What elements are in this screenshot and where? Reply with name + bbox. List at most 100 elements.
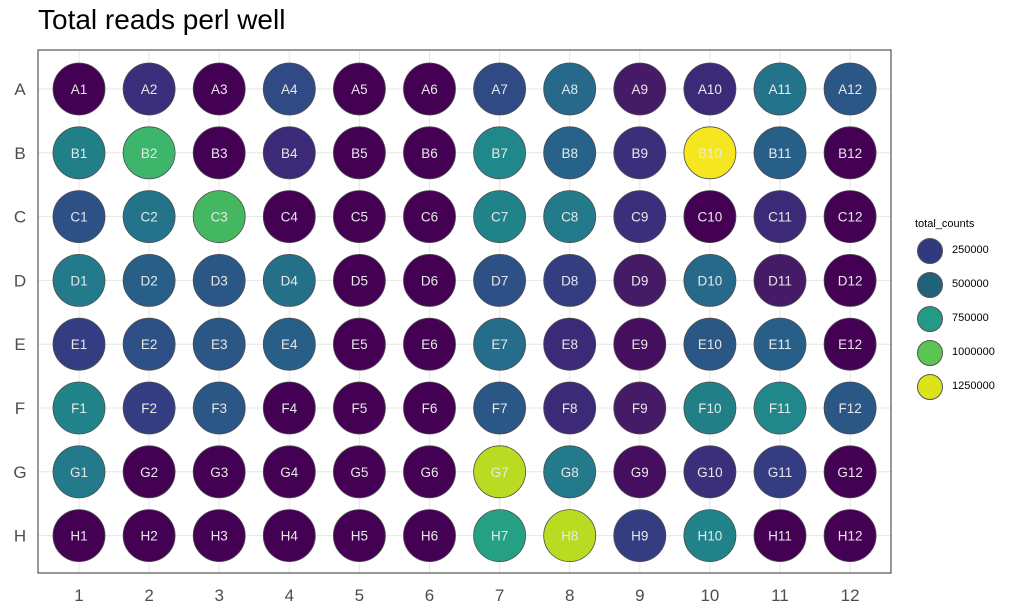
well-label: D10 [698, 273, 723, 288]
well-a2 [122, 62, 176, 116]
x-tick-label: 6 [425, 586, 434, 605]
well-label: H5 [351, 529, 368, 544]
well-h9 [613, 509, 667, 562]
well-label: F11 [769, 401, 791, 416]
well-label: G2 [140, 465, 158, 480]
x-tick-label: 9 [635, 586, 644, 605]
well-label: G1 [70, 465, 88, 480]
well-label: H8 [561, 529, 578, 544]
well-e4 [262, 317, 316, 371]
x-tick-label: 11 [771, 586, 789, 605]
well-label: F3 [211, 401, 227, 416]
well-f3 [192, 381, 246, 435]
well-b1 [52, 126, 106, 180]
well-c12 [823, 190, 877, 244]
y-tick-label: H [14, 527, 26, 546]
well-g7 [473, 445, 527, 499]
well-label: A1 [71, 82, 88, 97]
well-label: H4 [281, 529, 299, 544]
x-tick-label: 1 [74, 586, 83, 605]
well-b5 [332, 126, 386, 180]
well-label: C5 [351, 210, 368, 225]
well-label: G6 [420, 465, 438, 480]
well-f10 [683, 381, 737, 435]
well-label: D6 [421, 273, 438, 288]
chart-title: Total reads perl well [38, 4, 286, 35]
well-label: B5 [351, 146, 368, 161]
legend-title: total_counts [915, 218, 975, 230]
well-c7 [473, 190, 527, 244]
well-label: A10 [698, 82, 722, 97]
well-label: H2 [140, 529, 157, 544]
well-label: H6 [421, 529, 438, 544]
well-c4 [262, 190, 316, 244]
well-label: E8 [561, 337, 578, 352]
well-b6 [403, 126, 456, 180]
well-label: B9 [632, 146, 649, 161]
y-tick-label: C [14, 208, 26, 227]
well-label: B4 [281, 146, 298, 161]
well-g1 [52, 445, 106, 499]
well-label: F1 [71, 401, 87, 416]
well-b3 [192, 126, 246, 180]
well-label: C1 [70, 210, 87, 225]
x-tick-label: 2 [144, 586, 153, 605]
x-tick-label: 4 [285, 586, 294, 605]
well-a10 [683, 62, 737, 116]
well-label: E4 [281, 337, 298, 352]
well-label: B1 [71, 146, 88, 161]
legend-label: 750000 [952, 312, 989, 324]
well-label: H9 [631, 529, 648, 544]
well-e3 [192, 317, 246, 371]
well-label: H11 [768, 529, 792, 544]
well-b7 [473, 126, 527, 180]
well-label: B12 [838, 146, 862, 161]
well-f2 [122, 381, 176, 435]
well-label: E7 [491, 337, 508, 352]
well-label: F7 [492, 401, 508, 416]
well-label: E12 [838, 337, 862, 352]
well-label: E9 [632, 337, 649, 352]
well-e11 [753, 317, 807, 371]
well-label: G9 [631, 465, 649, 480]
well-label: A8 [561, 82, 578, 97]
well-a1 [52, 62, 106, 116]
well-label: E1 [71, 337, 88, 352]
well-label: A12 [838, 82, 862, 97]
well-g3 [192, 445, 246, 499]
well-a8 [543, 62, 597, 116]
well-label: G4 [280, 465, 299, 480]
well-label: B7 [491, 146, 508, 161]
well-h6 [403, 509, 456, 562]
well-label: F4 [281, 401, 297, 416]
well-d12 [823, 253, 877, 307]
well-label: E2 [141, 337, 158, 352]
well-d3 [192, 253, 246, 307]
well-c2 [122, 190, 176, 244]
well-b9 [613, 126, 667, 180]
well-label: F5 [352, 401, 368, 416]
well-label: D7 [491, 273, 508, 288]
well-a6 [403, 62, 456, 116]
well-label: E3 [211, 337, 228, 352]
legend-swatch [917, 238, 943, 264]
well-c10 [683, 190, 737, 244]
well-label: C12 [838, 210, 863, 225]
well-e2 [122, 317, 176, 371]
well-f7 [473, 381, 527, 435]
well-a3 [192, 62, 246, 116]
well-label: F12 [838, 401, 861, 416]
well-label: A6 [421, 82, 438, 97]
well-d8 [543, 253, 597, 307]
well-label: F6 [422, 401, 438, 416]
y-tick-label: F [15, 399, 25, 418]
well-label: H3 [211, 529, 228, 544]
well-h2 [122, 509, 176, 562]
y-tick-label: E [14, 335, 25, 354]
well-b8 [543, 126, 597, 180]
well-label: C9 [631, 210, 648, 225]
legend-swatch [917, 340, 943, 366]
well-label: G8 [561, 465, 579, 480]
well-label: H10 [698, 529, 723, 544]
